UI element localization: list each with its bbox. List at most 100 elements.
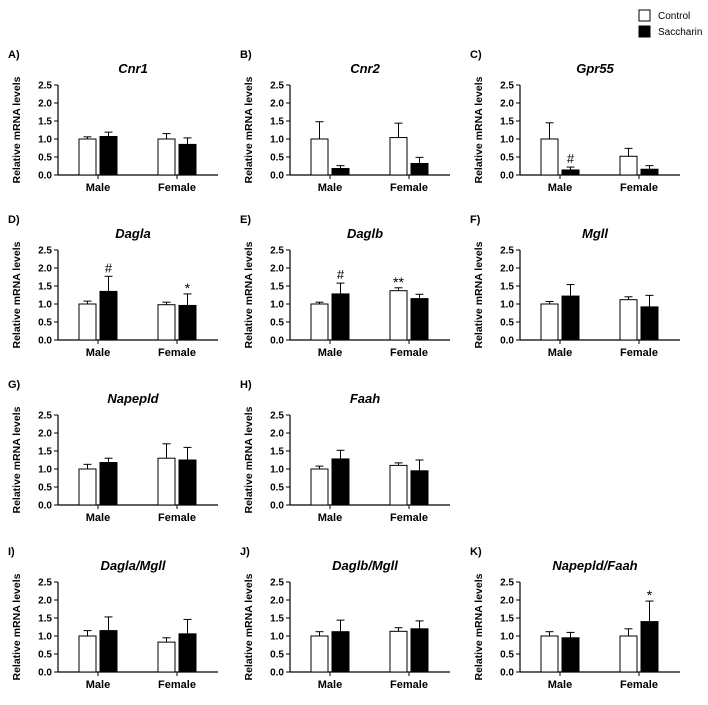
y-axis-label: Relative mRNA levels xyxy=(11,573,23,680)
y-axis-label: Relative mRNA levels xyxy=(243,241,255,348)
y-tick-label: 1.0 xyxy=(270,465,284,476)
y-tick-label: 0.0 xyxy=(38,501,52,512)
chart-title: Daglb/Mgll xyxy=(332,558,398,573)
panel-i: I) Dagla/Mgll Relative mRNA levels 0.0 0.5 1.… xyxy=(8,546,218,691)
panel-d: D) Dagla Relative mRNA levels 0.0 0.5 1.0 1.5 2… xyxy=(8,214,218,359)
y-tick-label: 2.5 xyxy=(500,81,514,92)
x-tick-label: Male xyxy=(86,679,110,691)
bar-saccharin-female xyxy=(178,143,197,176)
significance-marker: ** xyxy=(393,274,404,290)
bar-control-male xyxy=(540,303,559,341)
panel-letter: J) xyxy=(240,546,250,558)
chart-title: Cnr1 xyxy=(118,61,148,76)
x-tick-label: Female xyxy=(620,679,658,691)
y-tick-label: 1.0 xyxy=(500,632,514,643)
y-tick-label: 2.5 xyxy=(38,81,52,92)
y-tick-label: 1.5 xyxy=(38,614,52,625)
x-tick-label: Male xyxy=(548,679,572,691)
y-tick-label: 2.0 xyxy=(38,264,52,275)
x-tick-label: Female xyxy=(620,347,658,359)
bar-control-male xyxy=(310,303,329,341)
chart-title: Gpr55 xyxy=(576,61,614,76)
y-tick-label: 0.0 xyxy=(500,668,514,679)
panel-letter: D) xyxy=(8,214,20,226)
y-tick-label: 1.0 xyxy=(38,135,52,146)
y-tick-label: 0.5 xyxy=(500,650,514,661)
x-tick-label: Female xyxy=(158,182,196,194)
y-tick-label: 1.5 xyxy=(270,117,284,128)
x-tick-label: Female xyxy=(390,347,428,359)
panel-letter: B) xyxy=(240,49,252,61)
bar-control-female xyxy=(157,457,176,506)
y-tick-label: 0.0 xyxy=(270,501,284,512)
y-tick-label: 2.5 xyxy=(38,411,52,422)
y-tick-label: 1.5 xyxy=(500,282,514,293)
bar-saccharin-female xyxy=(410,298,429,341)
bar-saccharin-female xyxy=(640,621,659,673)
panel-letter: E) xyxy=(240,214,251,226)
bar-control-male xyxy=(310,635,329,673)
x-tick-label: Female xyxy=(390,182,428,194)
y-tick-label: 1.0 xyxy=(270,135,284,146)
x-tick-label: Female xyxy=(620,182,658,194)
legend-label-control: Control xyxy=(658,11,690,22)
significance-marker: * xyxy=(647,587,653,603)
bar-control-male xyxy=(540,635,559,673)
x-tick-label: Female xyxy=(158,512,196,524)
y-tick-label: 2.5 xyxy=(38,246,52,257)
bar-saccharin-male xyxy=(331,293,350,341)
bar-control-female xyxy=(389,464,408,506)
bar-control-male xyxy=(310,468,329,506)
bar-saccharin-female xyxy=(640,168,659,176)
bar-saccharin-male xyxy=(331,168,350,176)
x-tick-label: Female xyxy=(158,347,196,359)
y-tick-label: 2.5 xyxy=(270,411,284,422)
y-tick-label: 1.5 xyxy=(270,614,284,625)
y-tick-label: 2.5 xyxy=(500,578,514,589)
y-tick-label: 2.5 xyxy=(270,246,284,257)
bar-control-female xyxy=(157,641,176,673)
y-tick-label: 1.5 xyxy=(270,447,284,458)
y-tick-label: 1.5 xyxy=(38,447,52,458)
bar-control-female xyxy=(157,138,176,176)
y-tick-label: 0.0 xyxy=(500,171,514,182)
chart-title: Mgll xyxy=(582,226,608,241)
bar-control-male xyxy=(310,138,329,176)
chart-title: Daglb xyxy=(347,226,383,241)
bar-saccharin-male xyxy=(561,169,580,176)
bar-control-male xyxy=(78,303,97,341)
significance-marker: * xyxy=(185,280,191,296)
panel-letter: F) xyxy=(470,214,481,226)
bar-saccharin-female xyxy=(178,459,197,506)
x-tick-label: Male xyxy=(318,679,342,691)
y-tick-label: 0.0 xyxy=(270,336,284,347)
chart-title: Cnr2 xyxy=(350,61,380,76)
y-tick-label: 2.0 xyxy=(38,99,52,110)
y-tick-label: 0.5 xyxy=(270,650,284,661)
y-tick-label: 1.5 xyxy=(500,117,514,128)
y-axis-label: Relative mRNA levels xyxy=(11,406,23,513)
y-tick-label: 2.0 xyxy=(270,264,284,275)
y-tick-label: 1.0 xyxy=(270,632,284,643)
chart-title: Dagla xyxy=(115,226,150,241)
y-tick-label: 0.5 xyxy=(500,153,514,164)
bar-control-male xyxy=(78,138,97,176)
y-tick-label: 0.5 xyxy=(38,483,52,494)
x-tick-label: Male xyxy=(86,512,110,524)
bar-saccharin-male xyxy=(331,631,350,673)
y-tick-label: 2.0 xyxy=(38,596,52,607)
y-tick-label: 0.5 xyxy=(270,318,284,329)
legend-swatch-saccharin xyxy=(638,25,651,38)
bar-saccharin-male xyxy=(99,135,118,176)
bar-control-male xyxy=(540,138,559,176)
bar-saccharin-female xyxy=(640,306,659,341)
y-axis-label: Relative mRNA levels xyxy=(243,406,255,513)
bar-saccharin-male xyxy=(99,630,118,673)
bar-control-female xyxy=(619,299,638,341)
bar-saccharin-male xyxy=(331,458,350,506)
panel-k: K) Napepld/Faah Relative mRNA levels 0.0 0.5… xyxy=(470,546,680,691)
panel-h: H) Faah Relative mRNA levels 0.0 0.5 1.0 1.5 2.… xyxy=(240,379,450,524)
x-tick-label: Female xyxy=(158,679,196,691)
bar-saccharin-male xyxy=(99,462,118,506)
